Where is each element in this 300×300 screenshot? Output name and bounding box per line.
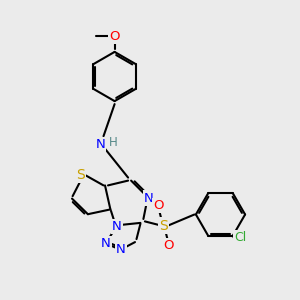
Text: N: N [96, 138, 105, 151]
Text: N: N [144, 191, 153, 205]
Text: H: H [109, 136, 118, 149]
Text: N: N [112, 220, 122, 233]
Text: O: O [163, 239, 174, 252]
Text: S: S [159, 219, 168, 232]
Text: Cl: Cl [234, 231, 246, 244]
Text: N: N [101, 237, 110, 250]
Text: S: S [76, 168, 85, 182]
Text: O: O [109, 30, 120, 43]
Text: O: O [153, 199, 164, 212]
Text: N: N [116, 243, 125, 256]
